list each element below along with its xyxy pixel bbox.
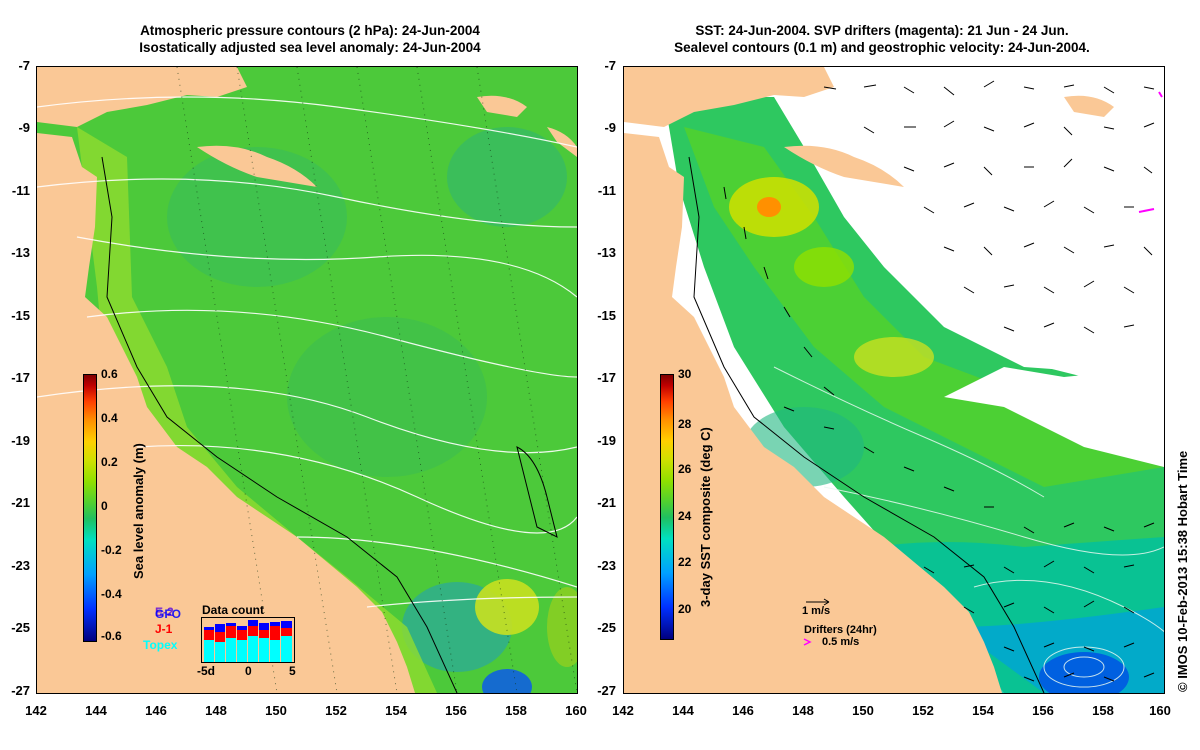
left-xtick-7: 156 [445, 703, 467, 718]
right-ytick-3: -13 [597, 245, 616, 260]
left-ytick-10: -27 [11, 683, 30, 698]
velocity-vectors [723, 80, 1155, 682]
left-xtick-0: 142 [25, 703, 47, 718]
left-xtick-6: 154 [385, 703, 407, 718]
right-title-line1: SST: 24-Jun-2004. SVP drifters (magenta)… [695, 23, 1069, 38]
right-ytick-10: -27 [597, 683, 616, 698]
legend-e2: E-2 [155, 605, 174, 619]
left-title-line1: Atmospheric pressure contours (2 hPa): 2… [140, 23, 480, 38]
left-title-line2: Isostatically adjusted sea level anomaly… [139, 40, 481, 55]
right-title-line2: Sealevel contours (0.1 m) and geostrophi… [674, 40, 1090, 55]
left-xtick-9: 160 [565, 703, 587, 718]
pressure-contours [37, 96, 577, 608]
sst-colorbar [660, 374, 674, 640]
velocity-scale-arrow [806, 598, 830, 606]
left-xtick-1: 144 [85, 703, 107, 718]
right-ytick-0: -7 [604, 58, 616, 73]
right-xtick-8: 158 [1092, 703, 1114, 718]
sst-tick-3: 24 [678, 509, 692, 523]
data-count-title: Data count [202, 603, 265, 617]
data-count-chart [201, 617, 295, 663]
right-xtick-2: 146 [732, 703, 754, 718]
sla-colorbar-label: Sea level anomaly (m) [131, 443, 146, 579]
right-map-canvas [624, 67, 1164, 693]
data-count-xtick-2: 5 [289, 664, 296, 678]
imos-credit: © IMOS 10-Feb-2013 15:38 Hobart Time [1175, 450, 1190, 692]
right-ytick-8: -23 [597, 558, 616, 573]
sla-tick-4: -0.2 [101, 543, 122, 557]
left-title: Atmospheric pressure contours (2 hPa): 2… [40, 22, 580, 56]
left-ytick-4: -15 [11, 308, 30, 323]
right-ytick-1: -9 [604, 120, 616, 135]
left-ytick-2: -11 [11, 183, 30, 198]
right-ytick-6: -19 [597, 433, 616, 448]
drifter-legend-arrow [803, 638, 812, 646]
left-ytick-8: -23 [11, 558, 30, 573]
right-xtick-7: 156 [1032, 703, 1054, 718]
right-ytick-7: -21 [597, 495, 616, 510]
sla-tick-2: 0.2 [101, 455, 118, 469]
left-xtick-3: 148 [205, 703, 227, 718]
sst-tick-2: 26 [678, 462, 692, 476]
sst-tick-5: 20 [678, 602, 692, 616]
right-ytick-5: -17 [597, 370, 616, 385]
right-xtick-5: 152 [912, 703, 934, 718]
right-map-sst: 30 28 26 24 22 20 3-day SST composite (d… [623, 66, 1165, 694]
left-ytick-5: -17 [11, 370, 30, 385]
sst-tick-0: 30 [678, 367, 692, 381]
legend-gfo: GFO [155, 607, 181, 621]
left-xtick-8: 158 [505, 703, 527, 718]
sla-tick-6: -0.6 [101, 629, 122, 643]
right-ytick-9: -25 [597, 620, 616, 635]
legend-j1: J-1 [155, 622, 173, 636]
drifter-tracks [1138, 91, 1163, 213]
sst-tick-4: 22 [678, 555, 692, 569]
sst-tick-1: 28 [678, 417, 692, 431]
sla-tick-1: 0.4 [101, 411, 118, 425]
data-count-bars [204, 620, 292, 662]
legend-topex: Topex [143, 638, 178, 652]
data-count-xtick-0: -5d [197, 664, 215, 678]
right-xtick-4: 150 [852, 703, 874, 718]
drifters-label: Drifters (24hr) [804, 624, 877, 636]
sla-tick-3: 0 [101, 499, 108, 513]
sla-tick-5: -0.4 [101, 587, 122, 601]
velocity-scale-label: 1 m/s [802, 605, 831, 617]
right-xtick-1: 144 [672, 703, 694, 718]
left-ytick-3: -13 [11, 245, 30, 260]
drifters-speed-label: 0.5 m/s [822, 636, 860, 648]
left-ytick-1: -9 [18, 120, 30, 135]
left-xtick-4: 150 [265, 703, 287, 718]
left-map-sla: 0.6 0.4 0.2 0 -0.2 -0.4 -0.6 Sea level a… [36, 66, 578, 694]
satellite-tracks [176, 67, 577, 693]
sla-tick-0: 0.6 [101, 367, 118, 381]
left-ytick-0: -7 [18, 58, 30, 73]
right-xtick-3: 148 [792, 703, 814, 718]
png-tail-land [197, 145, 317, 187]
data-count-xtick-1: 0 [245, 664, 252, 678]
right-ytick-2: -11 [597, 183, 616, 198]
right-xtick-0: 142 [612, 703, 634, 718]
sst-colorbar-label: 3-day SST composite (deg C) [698, 427, 713, 607]
left-xtick-5: 152 [325, 703, 347, 718]
left-ytick-6: -19 [11, 433, 30, 448]
australia-land [37, 133, 415, 693]
cloud-mask [774, 67, 1164, 377]
right-title: SST: 24-Jun-2004. SVP drifters (magenta)… [602, 22, 1162, 56]
left-ytick-9: -25 [11, 620, 30, 635]
left-ytick-7: -21 [11, 495, 30, 510]
left-map-canvas [37, 67, 577, 693]
right-xtick-6: 154 [972, 703, 994, 718]
png-land [37, 67, 247, 127]
left-xtick-2: 146 [145, 703, 167, 718]
right-ytick-4: -15 [597, 308, 616, 323]
australia-land-right [624, 133, 1002, 693]
sla-colorbar [83, 374, 97, 642]
right-xtick-9: 160 [1149, 703, 1171, 718]
